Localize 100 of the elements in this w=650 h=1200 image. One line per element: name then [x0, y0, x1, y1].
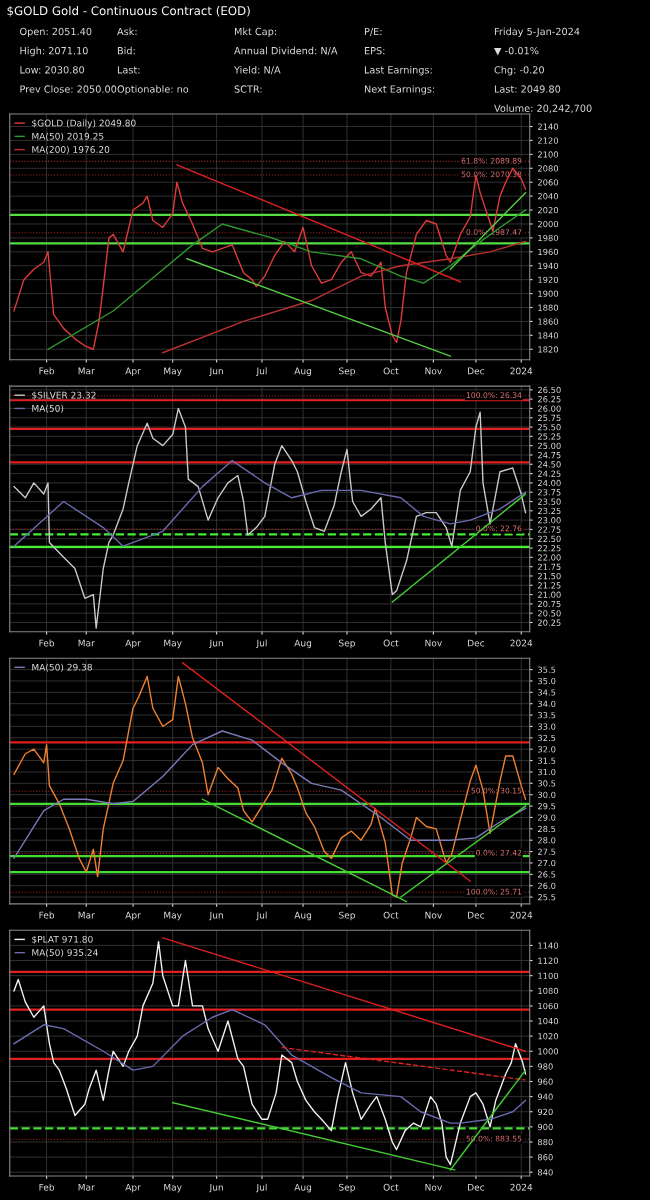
y-tick-label: 1040 — [538, 1018, 559, 1025]
y-tick-label: 31.0 — [538, 768, 556, 776]
y-tick-label: 35.5 — [538, 666, 556, 673]
y-tick-label: 21.75 — [538, 563, 561, 570]
x-tick-label: May — [164, 911, 182, 921]
text: Prev Close: 2050.00 — [20, 85, 117, 93]
x-tick-label: Jun — [209, 911, 223, 921]
x-tick-label: Dec — [468, 911, 485, 919]
y-tick-label: 25.75 — [538, 414, 561, 422]
x-tick-label: Aug — [294, 367, 312, 377]
x-tick-label: Oct — [383, 1183, 399, 1191]
y-tick-label: 21.00 — [538, 591, 561, 598]
x-tick-label: Feb — [39, 1183, 55, 1191]
y-tick-label: 2000 — [538, 220, 559, 228]
y-tick-label: 32.0 — [538, 746, 556, 753]
y-tick-label: 1880 — [538, 304, 559, 311]
legend-label: $GOLD (Daily) 2049.80 — [32, 119, 136, 129]
y-tick-label: 1140 — [538, 942, 559, 949]
y-tick-label: 2120 — [538, 137, 559, 144]
y-tick-label: 23.75 — [538, 489, 561, 496]
x-tick-label: Apr — [125, 639, 141, 649]
y-tick-label: 25.5 — [538, 894, 556, 901]
y-tick-label: 1840 — [538, 332, 559, 339]
x-tick-label: Jul — [256, 911, 267, 921]
y-tick-label: 29.0 — [538, 814, 556, 821]
y-tick-label: 1980 — [538, 234, 559, 242]
x-tick-label: Jul — [256, 1183, 267, 1193]
y-tick-label: 25.25 — [538, 433, 561, 440]
y-tick-label: 22.75 — [538, 526, 561, 533]
y-tick-label: 27.0 — [538, 859, 556, 867]
x-tick-label: Jun — [209, 1183, 223, 1193]
x-tick-label: Jul — [256, 639, 267, 649]
legend-label: MA(50) 29.38 — [32, 663, 93, 672]
y-tick-label: 2040 — [538, 193, 559, 200]
x-tick-label: Dec — [468, 639, 485, 647]
y-tick-label: 1100 — [538, 972, 559, 979]
y-tick-label: 1900 — [538, 290, 559, 297]
x-tick-label: May — [164, 367, 182, 377]
x-tick-label: Oct — [383, 911, 399, 919]
y-tick-label: 21.50 — [538, 572, 561, 580]
y-tick-label: 920 — [537, 1108, 553, 1116]
y-tick-label: 21.25 — [538, 582, 561, 589]
y-tick-label: 24.50 — [538, 461, 561, 468]
y-tick-label: 1860 — [538, 318, 559, 325]
y-tick-label: 940 — [537, 1093, 553, 1100]
x-tick-label: 2024 — [510, 911, 533, 919]
x-tick-label: Aug — [294, 639, 312, 649]
y-tick-label: 31.5 — [538, 757, 556, 764]
x-tick-label: Oct — [383, 639, 399, 647]
y-tick-label: 1960 — [538, 248, 559, 256]
y-tick-label: 960 — [537, 1078, 553, 1085]
text: Next Earnings: — [364, 85, 435, 95]
y-tick-label: 33.0 — [538, 723, 556, 730]
y-tick-label: 34.0 — [538, 700, 556, 707]
legend-label: $SILVER 23.32 — [32, 391, 96, 400]
x-tick-label: Sep — [339, 1183, 355, 1193]
x-tick-label: Mar — [78, 911, 95, 919]
x-tick-label: Jul — [256, 367, 267, 377]
y-tick-label: 1020 — [538, 1033, 559, 1040]
text: Yield: N/A — [233, 66, 281, 75]
y-tick-label: 2060 — [538, 179, 559, 186]
x-tick-label: Nov — [425, 911, 442, 919]
y-tick-label: 25.50 — [538, 424, 561, 431]
y-tick-label: 20.25 — [538, 619, 561, 626]
y-tick-label: 1080 — [538, 987, 559, 995]
y-tick-label: 2020 — [538, 207, 559, 214]
y-tick-label: 24.25 — [538, 470, 561, 477]
x-tick-label: Feb — [39, 639, 55, 647]
y-tick-label: 20.75 — [538, 600, 561, 608]
x-tick-label: Apr — [125, 911, 141, 921]
y-tick-label: 980 — [537, 1063, 553, 1070]
x-tick-label: Mar — [78, 639, 95, 647]
y-tick-label: 22.25 — [538, 545, 561, 552]
y-tick-label: 1940 — [538, 262, 559, 270]
text: Last: 2049.80 — [494, 85, 561, 93]
text: Last: — [117, 66, 140, 74]
text: Volume: 20,242,700 — [494, 104, 592, 113]
y-tick-label: 22.50 — [538, 535, 561, 543]
y-tick-label: 24.00 — [538, 479, 561, 487]
x-tick-label: Feb — [39, 911, 55, 919]
x-tick-label: 2024 — [510, 1183, 533, 1191]
text: EPS: — [364, 46, 385, 55]
legend-label: MA(50) 935.24 — [32, 948, 98, 958]
x-tick-label: Sep — [339, 911, 355, 921]
y-tick-label: 24.75 — [538, 451, 561, 459]
chart-title: $GOLD Gold - Continuous Contract (EOD) — [7, 6, 250, 17]
y-tick-label: 20.50 — [538, 610, 561, 617]
y-tick-label: 33.5 — [538, 712, 556, 719]
y-tick-label: 26.0 — [538, 882, 556, 889]
x-tick-label: Dec — [468, 1183, 485, 1191]
x-tick-label: Dec — [468, 367, 485, 375]
legend-label: MA(200) 1976.20 — [32, 145, 110, 154]
y-tick-label: 26.50 — [538, 386, 561, 394]
x-tick-label: Jun — [209, 367, 223, 377]
y-tick-label: 2140 — [538, 123, 559, 130]
text: High: 2071.10 — [20, 46, 88, 57]
y-tick-label: 880 — [537, 1138, 553, 1146]
y-tick-label: 1000 — [538, 1048, 559, 1055]
legend-label: MA(50) — [32, 404, 64, 413]
y-tick-label: 34.5 — [538, 689, 556, 696]
